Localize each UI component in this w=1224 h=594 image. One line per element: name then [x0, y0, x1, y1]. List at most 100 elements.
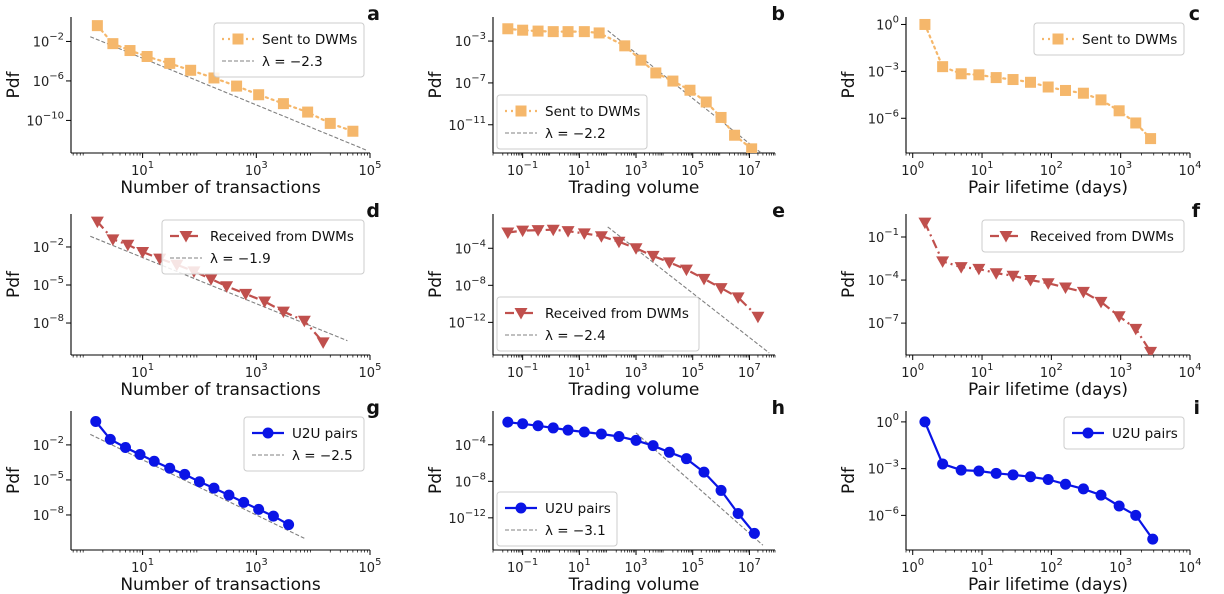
x-axis-label: Number of transactions [120, 178, 321, 198]
plot-area [919, 18, 1157, 145]
data-point [578, 426, 590, 438]
y-tick-label: 10−12 [448, 312, 486, 331]
data-point [179, 468, 191, 480]
data-point [220, 281, 234, 293]
data-point [1113, 105, 1125, 117]
data-point [937, 458, 949, 470]
legend: Received from DWMs λ = −2.4 [496, 296, 700, 352]
legend-entry: λ = −2.4 [545, 328, 606, 344]
data-point [1147, 533, 1159, 545]
x-axis-label: Trading volume [568, 575, 700, 594]
data-point [593, 27, 605, 39]
x-tick-label: 104 [1179, 160, 1202, 179]
plot-area [919, 416, 1159, 545]
series-line-fit [607, 226, 770, 354]
panel-letter: e [772, 200, 785, 222]
data-point [516, 225, 530, 238]
data-point [148, 455, 160, 467]
x-tick-label: 104 [1179, 362, 1202, 381]
x-axis-label: Pair lifetime (days) [968, 575, 1128, 594]
data-point [700, 96, 712, 108]
data-point [715, 484, 727, 496]
data-point [919, 416, 931, 428]
series-line-u2u [507, 421, 756, 534]
data-point [1007, 74, 1019, 86]
legend-marker [1052, 33, 1064, 45]
y-tick-label: 10−3 [868, 459, 899, 478]
data-point [613, 431, 625, 443]
data-point [547, 26, 559, 38]
legend-box [213, 22, 365, 78]
legend: Sent to DWMs [1033, 22, 1185, 56]
x-axis-label: Number of transactions [120, 575, 321, 594]
data-point [1024, 76, 1036, 88]
legend-box [1063, 416, 1185, 450]
y-tick-label: 10−5 [33, 470, 64, 489]
data-point [748, 527, 760, 539]
legend-marker [232, 33, 244, 45]
plot-area [501, 224, 770, 354]
legend-box [1033, 22, 1185, 56]
data-point [936, 256, 950, 268]
data-point [267, 510, 279, 522]
y-axis-label: Pdf [839, 466, 859, 494]
data-point [973, 69, 985, 81]
data-point [1077, 483, 1089, 495]
x-tick-label: 104 [1179, 557, 1202, 576]
legend-entry: Received from DWMs [1030, 229, 1174, 245]
legend-box [981, 219, 1185, 253]
data-point [751, 311, 765, 324]
data-point [324, 117, 336, 129]
data-point [1042, 474, 1054, 486]
panel-h: 10−1 101 103 105 107 10−4 10−8 10−12 Trading vol… [426, 397, 785, 594]
data-point [277, 98, 289, 110]
data-point [502, 23, 514, 35]
data-point [547, 422, 559, 434]
y-tick-label: 10−8 [455, 471, 486, 490]
legend-entry: λ = −2.2 [545, 126, 606, 142]
data-point [1059, 282, 1073, 295]
plot-area [90, 416, 305, 539]
data-point [595, 428, 607, 440]
legend-entry: U2U pairs [1112, 426, 1178, 442]
data-point [253, 503, 265, 515]
data-point [1024, 471, 1036, 483]
data-point [1041, 278, 1055, 290]
x-tick-label: 100 [901, 557, 924, 576]
data-point [1023, 275, 1037, 287]
series-line-fit [90, 36, 367, 151]
data-point [208, 482, 220, 494]
data-point [134, 449, 146, 461]
data-point [1130, 117, 1142, 129]
y-axis-label: Pdf [426, 270, 446, 298]
y-tick-label: 10−7 [455, 73, 486, 92]
data-point [1042, 81, 1054, 93]
x-tick-label: 105 [359, 362, 382, 381]
data-point [697, 273, 711, 286]
x-tick-label: 100 [901, 160, 924, 179]
plot-area [502, 416, 764, 546]
series-line-dwm_recv [507, 228, 759, 318]
data-point [141, 50, 153, 62]
data-point [185, 64, 197, 76]
y-tick-label: 10−1 [868, 227, 899, 246]
data-point [316, 337, 330, 349]
data-point [989, 268, 1003, 280]
x-tick-label: 105 [359, 160, 382, 179]
legend: U2U pairs λ = −3.1 [496, 491, 618, 547]
data-point [667, 75, 679, 87]
x-tick-label: 102 [1040, 362, 1063, 381]
legend-box [496, 491, 618, 547]
series-line-fit [635, 432, 764, 546]
y-tick-label: 10−4 [868, 270, 899, 289]
data-point [136, 247, 150, 259]
data-point [1077, 87, 1089, 99]
legend-entry: U2U pairs [545, 501, 611, 517]
data-point [562, 26, 574, 38]
panel-g: 101 103 105 10−2 10−5 10−8 Number of transacti… [4, 397, 381, 594]
x-tick-label: 101 [971, 160, 994, 179]
panel-letter: h [771, 397, 785, 419]
x-tick-label: 101 [131, 557, 154, 576]
x-axis-label: Pair lifetime (days) [968, 380, 1128, 400]
